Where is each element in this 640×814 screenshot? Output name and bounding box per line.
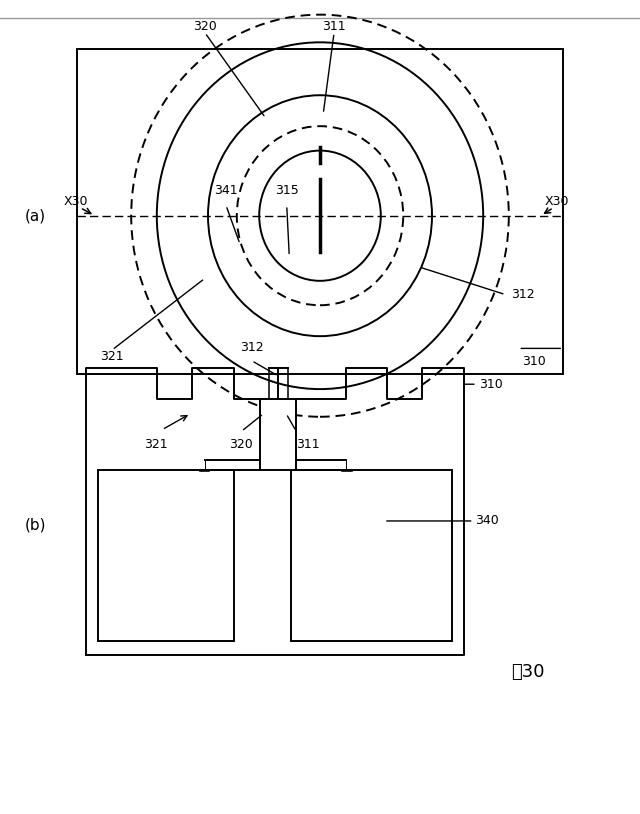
Text: 312: 312 xyxy=(240,341,263,354)
Bar xyxy=(98,470,234,641)
Text: 341: 341 xyxy=(214,184,237,197)
Text: 320: 320 xyxy=(229,438,253,451)
Bar xyxy=(291,470,452,641)
Text: 315: 315 xyxy=(275,184,299,197)
Text: 311: 311 xyxy=(296,438,320,451)
Text: 340: 340 xyxy=(476,514,499,527)
Text: 310: 310 xyxy=(522,355,545,368)
Text: (a): (a) xyxy=(24,208,46,223)
Text: 321: 321 xyxy=(144,438,167,451)
Text: 310: 310 xyxy=(479,378,502,391)
Text: X30: X30 xyxy=(545,195,570,208)
Bar xyxy=(260,399,296,470)
Text: 321: 321 xyxy=(100,350,124,363)
Text: 311: 311 xyxy=(323,20,346,33)
Bar xyxy=(77,49,563,374)
Text: (b): (b) xyxy=(24,518,46,532)
Text: X30: X30 xyxy=(64,195,88,208)
Text: 困30: 困30 xyxy=(511,663,545,681)
Text: 320: 320 xyxy=(193,20,217,33)
Text: 312: 312 xyxy=(511,288,534,301)
